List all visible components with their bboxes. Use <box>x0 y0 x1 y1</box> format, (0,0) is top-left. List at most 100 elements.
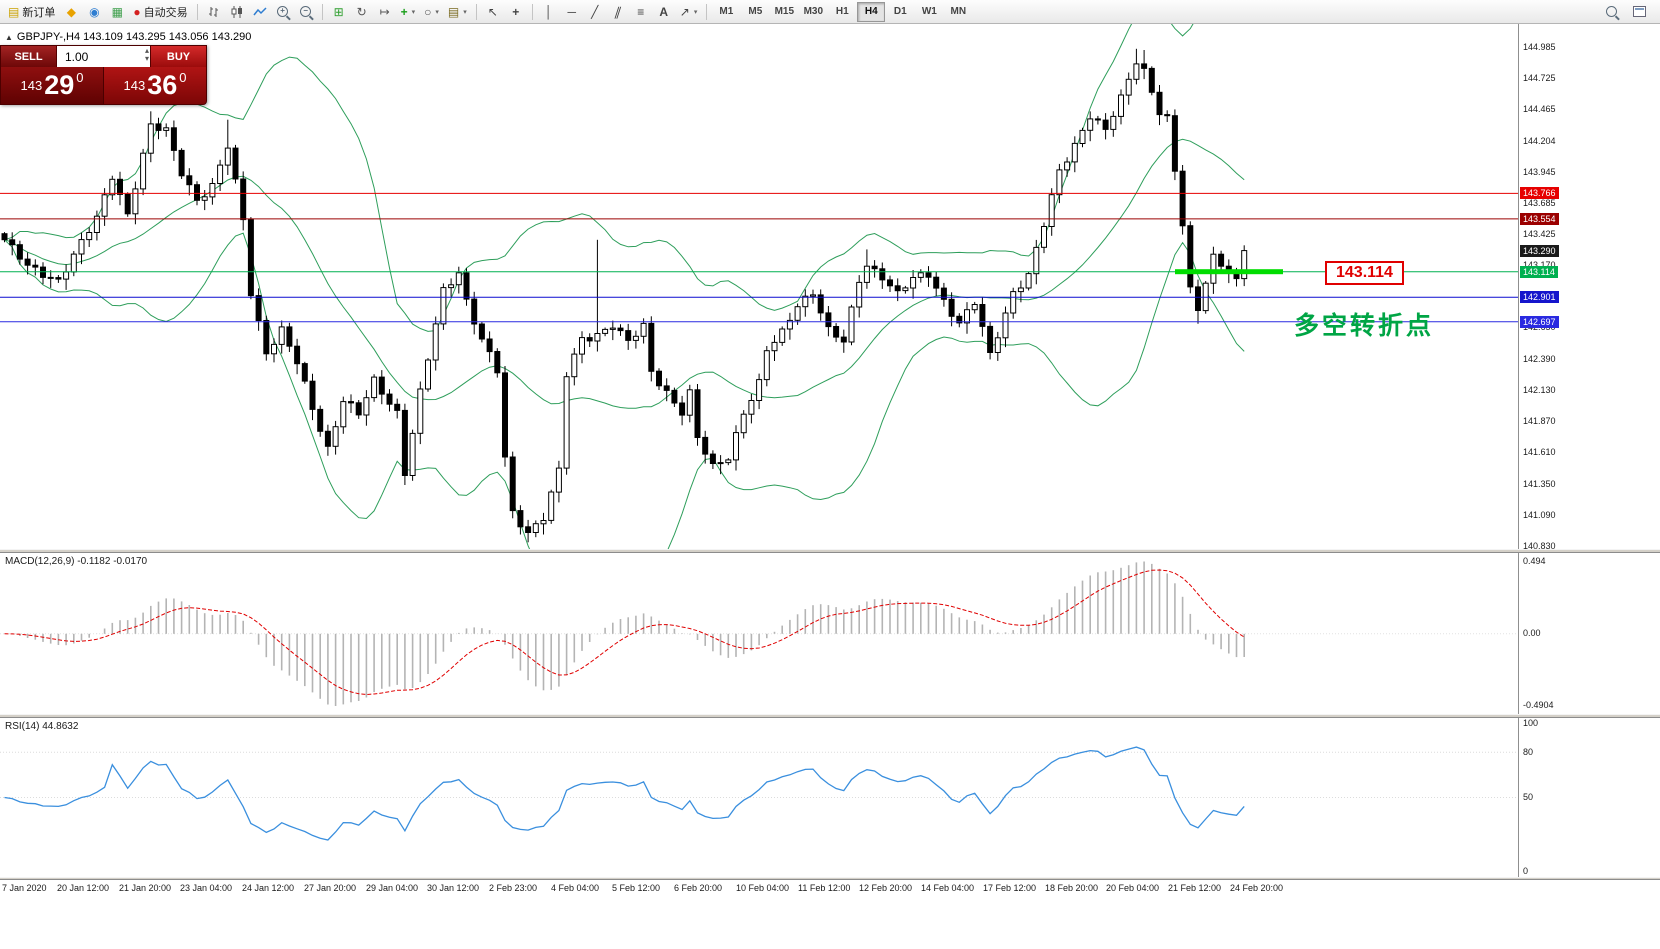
time-tick: 21 Jan 20:00 <box>119 883 172 893</box>
crosshair-icon: + <box>512 4 520 19</box>
chevron-down-icon: ▾ <box>693 8 698 16</box>
turning-point-label[interactable]: 多空转折点 <box>1294 312 1435 340</box>
panel-splitter[interactable] <box>0 877 1660 880</box>
timeframe-m1[interactable]: M1 <box>719 5 734 17</box>
time-tick: 29 Jan 04:00 <box>366 883 419 893</box>
auto-scroll-icon: ↻ <box>356 4 367 19</box>
rsi-axis[interactable]: 100 80 50 0 <box>1518 718 1660 877</box>
trendline-icon: ╱ <box>591 4 599 19</box>
timeframe-h1[interactable]: H1 <box>835 5 849 17</box>
timeframe-m5[interactable]: M5 <box>748 5 763 17</box>
zoom-out-icon: − <box>300 6 312 17</box>
price-tick: 144.725 <box>1523 73 1556 83</box>
channel-tool-button[interactable]: ∥ <box>607 2 629 22</box>
timeframe-h4[interactable]: H4 <box>857 1 886 22</box>
time-tick: 24 Jan 12:00 <box>242 883 295 893</box>
crosshair-tool-button[interactable]: + <box>505 2 527 22</box>
time-tick: 14 Feb 04:00 <box>921 883 975 893</box>
sell-price[interactable]: 143 29 0 <box>1 67 104 104</box>
price-axis[interactable]: 144.985 144.725 144.465 144.204 143.945 143.6… <box>1518 24 1660 551</box>
timeframe-m15[interactable]: M15 <box>774 5 795 17</box>
price-callout-label[interactable]: 143.114 <box>1325 261 1404 285</box>
cursor-tool-button[interactable]: ↖ <box>482 2 504 22</box>
buy-price-big: 36 <box>147 70 178 100</box>
macd-canvas[interactable] <box>0 553 1518 714</box>
timeframe-m30[interactable]: M30 <box>803 5 824 17</box>
panel-splitter[interactable] <box>0 714 1660 718</box>
vertical-line-icon: │ <box>545 4 553 19</box>
volume-field: ▴ ▾ <box>56 46 151 67</box>
bar-chart-button[interactable] <box>203 2 225 22</box>
price-chart-panel[interactable]: ▲ GBPJPY-,H4 143.109 143.295 143.056 143… <box>0 24 1518 549</box>
auto-scroll-button[interactable]: ↻ <box>351 2 373 22</box>
toolbar: ▤ 新订单 ◆ ◉ ▦ ● 自动交易 + − ⊞ ↻ ↦ + ▾ ○ ▾ ▤ ▾ ↖ … <box>0 0 1660 24</box>
vertical-line-tool-button[interactable]: │ <box>538 2 560 22</box>
time-tick: 2 Feb 23:00 <box>489 883 538 893</box>
volume-up-icon[interactable]: ▴ <box>144 46 149 55</box>
volume-input[interactable] <box>57 46 150 67</box>
search-icon <box>1605 6 1617 17</box>
indicators-icon: + <box>400 4 408 19</box>
price-level-tag: 142.697 <box>1520 316 1559 328</box>
time-tick: 4 Feb 04:00 <box>551 883 600 893</box>
price-level-tag: 143.554 <box>1520 213 1559 225</box>
time-tick: 20 Feb 04:00 <box>1106 883 1160 893</box>
time-tick: 12 Feb 20:00 <box>859 883 913 893</box>
terminal-button[interactable]: ▦ <box>106 2 128 22</box>
search-button[interactable] <box>1600 2 1622 22</box>
new-window-button[interactable] <box>1628 2 1650 22</box>
horizontal-line-icon: ─ <box>567 4 576 19</box>
text-tool-button[interactable]: A <box>653 2 675 22</box>
candlestick-button[interactable] <box>226 2 248 22</box>
buy-button[interactable]: BUY <box>151 46 206 67</box>
toolbar-separator <box>531 3 533 20</box>
macd-axis[interactable]: 0.494 0.00 -0.4904 <box>1518 553 1660 714</box>
fibonacci-tool-button[interactable]: ≡ <box>630 2 652 22</box>
buy-price[interactable]: 143 36 0 <box>104 67 206 104</box>
trendline-tool-button[interactable]: ╱ <box>584 2 606 22</box>
fibonacci-icon: ≡ <box>637 4 645 19</box>
sell-button[interactable]: SELL <box>1 46 56 67</box>
arrow-icon: ↗ <box>679 4 690 19</box>
price-tick: 143.425 <box>1523 229 1556 239</box>
rsi-axis-100: 100 <box>1523 718 1539 728</box>
window-icon <box>1632 6 1646 17</box>
zoom-out-button[interactable]: − <box>295 2 317 22</box>
metaeditor-button[interactable]: ◆ <box>60 2 82 22</box>
price-tick: 143.685 <box>1523 198 1556 208</box>
volume-down-icon[interactable]: ▾ <box>144 54 149 63</box>
zoom-in-button[interactable]: + <box>272 2 294 22</box>
macd-panel[interactable]: MACD(12,26,9) -0.1182 -0.0170 <box>0 553 1518 714</box>
templates-button[interactable]: ▤ ▾ <box>444 2 471 22</box>
rsi-panel[interactable]: RSI(14) 44.8632 <box>0 718 1518 877</box>
timeframe-w1[interactable]: W1 <box>921 5 937 17</box>
text-icon: A <box>659 4 669 19</box>
time-axis[interactable]: 7 Jan 2020 20 Jan 12:00 21 Jan 20:00 23 Jan… <box>0 880 1660 900</box>
time-tick: 27 Jan 20:00 <box>304 883 357 893</box>
line-chart-button[interactable] <box>249 2 271 22</box>
profiles-button[interactable]: ◉ <box>83 2 105 22</box>
panel-splitter[interactable] <box>0 549 1660 553</box>
horizontal-line-tool-button[interactable]: ─ <box>561 2 583 22</box>
auto-trading-button[interactable]: ● 自动交易 <box>129 2 191 22</box>
arrows-tool-button[interactable]: ↗ ▾ <box>676 2 702 22</box>
timeframe-mn[interactable]: MN <box>950 5 967 17</box>
rsi-label: RSI(14) 44.8632 <box>5 721 79 732</box>
new-order-button[interactable]: ▤ 新订单 <box>4 2 59 22</box>
rsi-canvas[interactable] <box>0 718 1518 877</box>
price-tick: 141.610 <box>1523 447 1556 457</box>
indicators-button[interactable]: + ▾ <box>397 2 420 22</box>
price-tick: 144.985 <box>1523 42 1556 52</box>
chart-shift-button[interactable]: ↦ <box>374 2 396 22</box>
timeframe-d1[interactable]: D1 <box>893 5 907 17</box>
time-tick: 7 Jan 2020 <box>2 883 47 893</box>
tile-windows-button[interactable]: ⊞ <box>328 2 350 22</box>
bar-chart-icon <box>208 6 218 17</box>
price-chart-canvas[interactable] <box>0 24 1518 549</box>
rsi-axis-50: 50 <box>1523 792 1534 802</box>
bid-price-tag: 143.290 <box>1520 245 1559 257</box>
channel-icon: ∥ <box>612 4 624 19</box>
periods-button[interactable]: ○ ▾ <box>420 2 443 22</box>
macd-axis-zero: 0.00 <box>1523 628 1541 638</box>
chevron-down-icon: ▾ <box>435 8 439 16</box>
